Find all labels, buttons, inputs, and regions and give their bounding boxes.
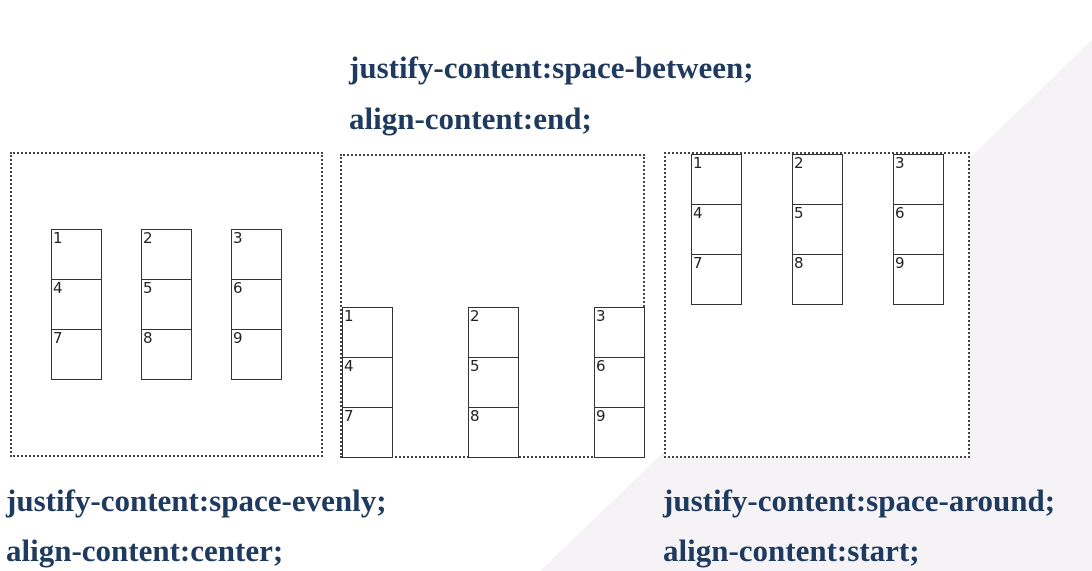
item-label: 7: [53, 329, 63, 347]
caption-space-around-align: align-content:start;: [663, 533, 920, 568]
flex-item: 7: [342, 407, 393, 458]
flex-item: 3: [893, 154, 944, 205]
flex-item: 2: [792, 154, 843, 205]
item-label: 2: [794, 154, 804, 172]
flex-item: 4: [51, 279, 102, 330]
item-label: 5: [470, 357, 480, 375]
item-label: 2: [143, 229, 153, 247]
flex-item: 4: [691, 204, 742, 255]
item-label: 3: [596, 307, 606, 325]
flex-item: 5: [468, 357, 519, 408]
flex-item: 7: [51, 329, 102, 380]
flex-item: 8: [468, 407, 519, 458]
caption-space-around-justify: justify-content:space-around;: [663, 483, 1056, 518]
item-label: 6: [596, 357, 606, 375]
flex-item: 1: [51, 229, 102, 280]
flex-item: 4: [342, 357, 393, 408]
caption-space-evenly-justify: justify-content:space-evenly;: [6, 483, 387, 518]
flex-item: 2: [468, 307, 519, 358]
item-label: 6: [233, 279, 243, 297]
item-label: 1: [53, 229, 63, 247]
flex-item: 6: [231, 279, 282, 330]
caption-space-between-align: align-content:end;: [349, 101, 592, 136]
flex-item: 9: [594, 407, 645, 458]
flex-item: 3: [231, 229, 282, 280]
container-space-around-start: 1 2 3 4 5 6 7 8 9: [664, 152, 970, 458]
item-label: 9: [233, 329, 243, 347]
flex-item: 8: [141, 329, 192, 380]
item-label: 4: [693, 204, 703, 222]
flex-item: 9: [893, 254, 944, 305]
container-space-evenly-center: 1 2 3 4 5 6 7 8 9: [10, 152, 323, 457]
item-label: 8: [794, 254, 804, 272]
item-label: 1: [344, 307, 354, 325]
flex-item: 8: [792, 254, 843, 305]
item-label: 8: [143, 329, 153, 347]
item-label: 5: [794, 204, 804, 222]
item-label: 1: [693, 154, 703, 172]
flex-item: 5: [792, 204, 843, 255]
item-label: 9: [596, 407, 606, 425]
item-label: 8: [470, 407, 480, 425]
container-space-between-end: 1 2 3 4 5 6 7 8 9: [340, 154, 645, 458]
flex-item: 2: [141, 229, 192, 280]
item-label: 4: [53, 279, 63, 297]
flex-item: 9: [231, 329, 282, 380]
item-label: 3: [233, 229, 243, 247]
caption-space-between-justify: justify-content:space-between;: [349, 50, 754, 85]
item-label: 7: [693, 254, 703, 272]
item-label: 4: [344, 357, 354, 375]
caption-space-evenly-align: align-content:center;: [6, 533, 284, 568]
item-label: 9: [895, 254, 905, 272]
item-label: 7: [344, 407, 354, 425]
flex-item: 1: [691, 154, 742, 205]
item-label: 5: [143, 279, 153, 297]
flex-item: 7: [691, 254, 742, 305]
flex-item: 1: [342, 307, 393, 358]
item-label: 3: [895, 154, 905, 172]
flex-item: 5: [141, 279, 192, 330]
flex-item: 3: [594, 307, 645, 358]
flex-item: 6: [594, 357, 645, 408]
flex-item: 6: [893, 204, 944, 255]
item-label: 6: [895, 204, 905, 222]
item-label: 2: [470, 307, 480, 325]
